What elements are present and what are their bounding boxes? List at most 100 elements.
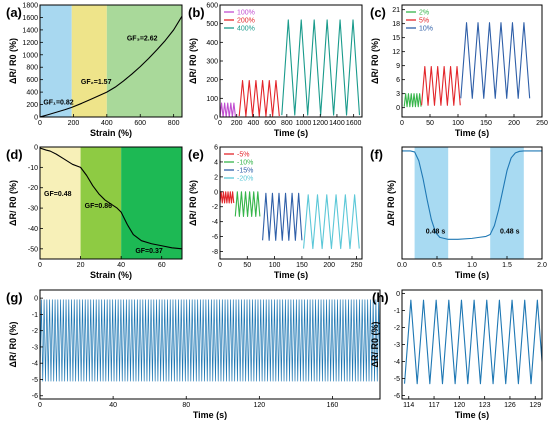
ylabel-a: ΔR/ R0 (%) <box>8 38 18 84</box>
ytick-label-c-5: 15 <box>392 35 400 42</box>
annotation-d-1: GF=0.86 <box>85 203 113 210</box>
xtick-label-a-1: 200 <box>68 120 80 127</box>
series-e-3 <box>303 194 360 250</box>
xtick-label-f-1: 0.5 <box>432 262 442 269</box>
legend-label-c-2: 10% <box>419 26 433 33</box>
series-c-1 <box>421 66 461 106</box>
ytick-label-a-9: 1800 <box>22 3 38 10</box>
frame-e <box>219 146 363 260</box>
region-a-1 <box>71 5 107 117</box>
panel-g: 0 40 80 120 160 0 -1 -2 -3 -4 -5 -6 Time (s) ΔR/ R0 (… <box>6 289 381 420</box>
ytick-label-d-4: -40 <box>28 226 38 233</box>
xtick-label-b-7: 1400 <box>329 120 345 127</box>
panel-b: 0 200 400 600 800 1000 1200 1400 1600 0 100 200 300 4… <box>188 3 363 138</box>
annotation-a-1: GF₂=1.57 <box>81 79 112 86</box>
series-c-2 <box>460 22 531 99</box>
series-c-0 <box>403 93 422 108</box>
legend-label-b-2: 400% <box>237 26 255 33</box>
panel-label-h: (h) <box>372 290 389 305</box>
xtick-label-a-2: 400 <box>101 120 113 127</box>
frame-g <box>39 289 381 400</box>
ytick-label-g-4: -4 <box>32 361 38 368</box>
region-a-2 <box>106 5 182 117</box>
series-b-2 <box>281 19 361 116</box>
panel-f: 0.0 0.5 1.0 1.5 2.0 Time (s) ΔR/ R0 (%) (f) 0.48… <box>370 146 547 280</box>
ylabel-g: ΔR/ R0 (%) <box>8 322 18 368</box>
legend-label-e-0: -5% <box>237 152 249 159</box>
region-d-1 <box>80 147 122 259</box>
panel-label-f: (f) <box>370 147 383 162</box>
panel-label-c: (c) <box>370 5 386 20</box>
xtick-label-d-3: 60 <box>158 262 166 269</box>
xtick-label-h-1: 117 <box>428 402 439 409</box>
panel-c: 0 50 100 150 200 250 0 3 6 9 12 15 18 21 Time (s) ΔR/ R… <box>370 4 548 138</box>
ylabel-h: ΔR/ R0 (%) <box>370 322 380 368</box>
ytick-label-c-3: 9 <box>396 63 400 70</box>
ytick-label-c-6: 18 <box>392 21 400 28</box>
xtick-label-h-0: 114 <box>403 402 414 409</box>
ytick-label-b-4: 400 <box>206 40 218 47</box>
legend-label-e-1: -10% <box>237 160 253 167</box>
panel-label-a: (a) <box>6 5 22 20</box>
frame-c <box>401 4 543 118</box>
panel-label-b: (b) <box>188 5 205 20</box>
ylabel-e: ΔR/ R0 (%) <box>188 180 198 226</box>
ytick-label-h-5: -5 <box>394 376 400 383</box>
annotation-a-0: GF₁=0.82 <box>43 100 73 107</box>
xtick-label-e-5: 250 <box>351 262 363 269</box>
ylabel-b: ΔR/ R0 (%) <box>188 38 198 84</box>
xtick-label-g-4: 160 <box>327 402 339 409</box>
frame-a <box>39 4 183 118</box>
legend-label-b-1: 200% <box>237 18 255 25</box>
ytick-label-d-3: -30 <box>28 206 38 213</box>
ytick-label-c-7: 21 <box>392 7 400 14</box>
xtick-label-f-0: 0.0 <box>397 262 407 269</box>
series-d-0 <box>40 147 182 250</box>
panel-label-d: (d) <box>6 147 23 162</box>
ytick-label-c-2: 6 <box>396 77 400 84</box>
ytick-label-a-7: 1400 <box>22 27 38 34</box>
series-e-2 <box>262 192 303 241</box>
xtick-label-f-2: 1.0 <box>467 262 477 269</box>
panel-h: 114 117 120 123 126 129 0 -1 -2 -3 -4 -5 -6 Time (s) Δ… <box>370 289 543 420</box>
xtick-label-b-3: 600 <box>264 120 276 127</box>
ytick-label-h-6: -6 <box>394 393 400 400</box>
xtick-label-c-3: 150 <box>480 120 492 127</box>
ytick-label-h-2: -2 <box>394 325 400 332</box>
xtick-label-e-3: 150 <box>296 262 308 269</box>
series-g-0 <box>40 299 380 382</box>
ytick-label-d-0: 0 <box>34 145 38 152</box>
xtick-label-c-5: 250 <box>536 120 548 127</box>
xtick-label-b-1: 200 <box>231 120 243 127</box>
xtick-label-c-2: 100 <box>452 120 464 127</box>
panel-e: 0 50 100 150 200 250 6 4 2 0 -2 -4 -6 -8 Time (s) ΔR/ R… <box>188 145 363 280</box>
ytick-label-h-0: 0 <box>396 291 400 298</box>
ytick-label-c-0: 0 <box>396 105 400 112</box>
ytick-label-b-5: 500 <box>206 21 218 28</box>
ytick-label-a-0: 0 <box>34 115 38 122</box>
xtick-label-f-3: 1.5 <box>502 262 512 269</box>
region-d-2 <box>121 147 182 259</box>
xlabel-a: Strain (%) <box>90 128 132 138</box>
xtick-label-e-4: 200 <box>323 262 335 269</box>
ytick-label-g-3: -3 <box>32 344 38 351</box>
ylabel-c: ΔR/ R0 (%) <box>370 38 380 84</box>
xtick-label-b-5: 1000 <box>296 120 312 127</box>
ytick-label-a-5: 1000 <box>22 52 38 59</box>
ytick-label-e-6: -6 <box>212 234 218 241</box>
xlabel-b: Time (s) <box>274 128 308 138</box>
legend-label-c-0: 2% <box>419 10 429 17</box>
ytick-label-d-5: -50 <box>28 246 38 253</box>
panel-d: 0 20 40 60 0 -10 -20 -30 -40 -50 Strain (%) ΔR/ R0 … <box>6 145 183 280</box>
panel-label-e: (e) <box>188 147 204 162</box>
series-b-0 <box>220 102 236 117</box>
ytick-label-e-5: -4 <box>212 219 218 226</box>
series-h-0 <box>403 299 542 385</box>
ytick-label-a-1: 200 <box>26 102 38 109</box>
annotation-f-0: 0.48 s <box>426 228 446 235</box>
ytick-label-a-6: 1200 <box>22 40 38 47</box>
ytick-label-e-4: -2 <box>212 204 218 211</box>
ytick-label-e-7: -8 <box>212 249 218 256</box>
xtick-label-g-1: 40 <box>109 402 117 409</box>
